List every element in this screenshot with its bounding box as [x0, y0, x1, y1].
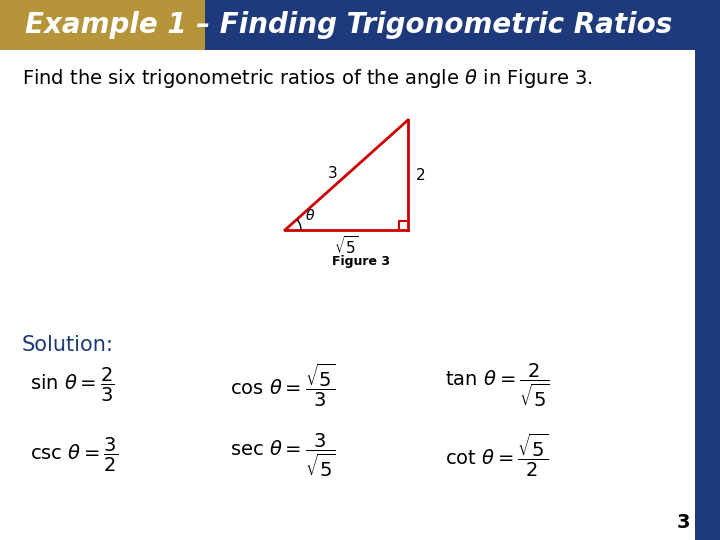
Text: $\cot\,\theta = \dfrac{\sqrt{5}}{2}$: $\cot\,\theta = \dfrac{\sqrt{5}}{2}$ — [445, 431, 548, 478]
Text: $\tan\,\theta = \dfrac{2}{\sqrt{5}}$: $\tan\,\theta = \dfrac{2}{\sqrt{5}}$ — [445, 361, 550, 409]
Text: 3: 3 — [328, 165, 338, 180]
Text: Solution:: Solution: — [22, 335, 114, 355]
Text: $\sec\,\theta = \dfrac{3}{\sqrt{5}}$: $\sec\,\theta = \dfrac{3}{\sqrt{5}}$ — [230, 431, 336, 478]
Text: $\csc\,\theta = \dfrac{3}{2}$: $\csc\,\theta = \dfrac{3}{2}$ — [30, 436, 118, 474]
Text: 3: 3 — [676, 512, 690, 531]
Bar — [205, 0, 720, 50]
Text: Find the six trigonometric ratios of the angle $\theta$ in Figure 3.: Find the six trigonometric ratios of the… — [22, 66, 593, 90]
Bar — [695, 50, 720, 540]
Bar — [0, 0, 720, 50]
Text: Figure 3: Figure 3 — [333, 255, 390, 268]
Text: Example 1 – Finding Trigonometric Ratios: Example 1 – Finding Trigonometric Ratios — [25, 11, 672, 39]
Text: 2: 2 — [416, 167, 426, 183]
Text: $\cos\,\theta = \dfrac{\sqrt{5}}{3}$: $\cos\,\theta = \dfrac{\sqrt{5}}{3}$ — [230, 361, 336, 409]
Text: $\sqrt{5}$: $\sqrt{5}$ — [334, 235, 359, 257]
Text: $\theta$: $\theta$ — [305, 208, 315, 223]
Text: $\sin\,\theta = \dfrac{2}{3}$: $\sin\,\theta = \dfrac{2}{3}$ — [30, 366, 114, 404]
